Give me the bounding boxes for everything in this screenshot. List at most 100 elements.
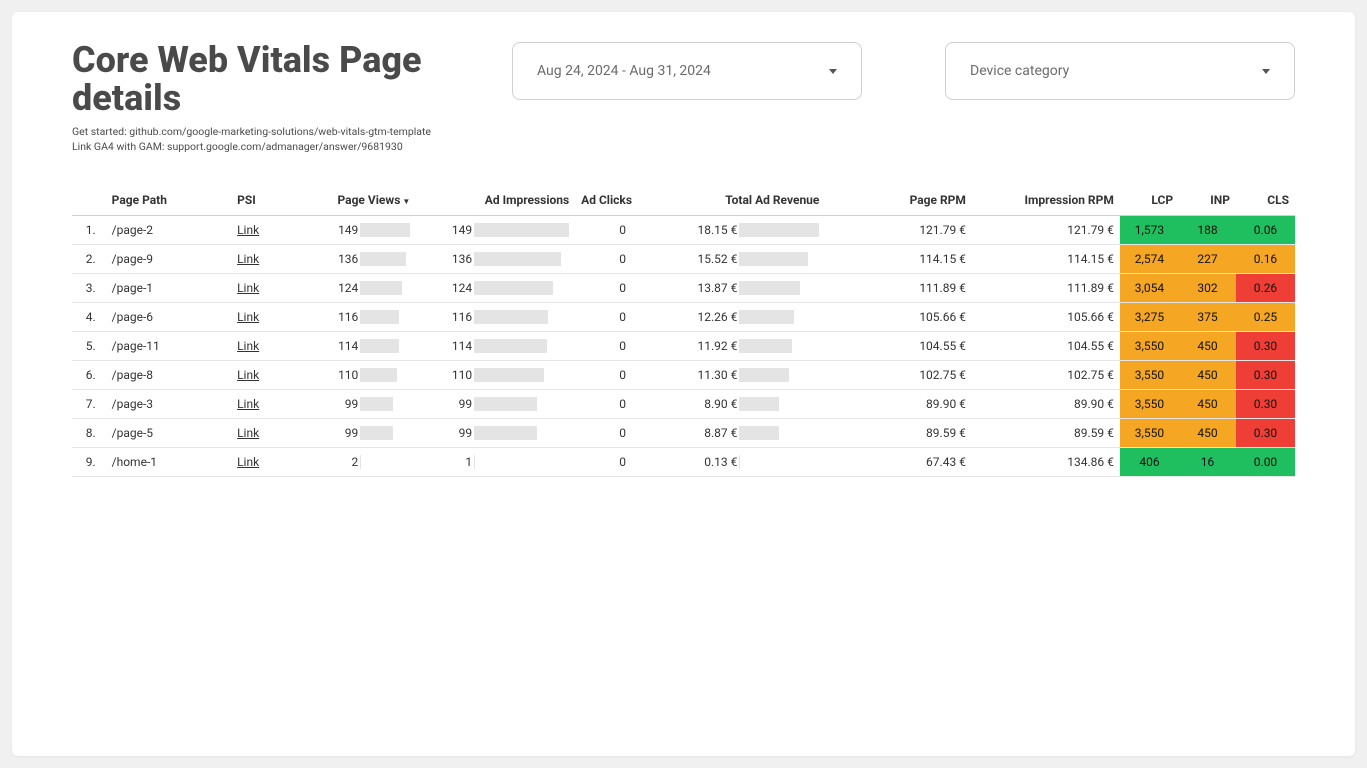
- bar-fill: [360, 223, 410, 237]
- bar-track: [474, 397, 569, 411]
- psi-link[interactable]: Link: [237, 252, 259, 266]
- lcp-metric: 406: [1120, 448, 1179, 477]
- bar-track: [360, 339, 410, 353]
- total-ad-revenue: 13.87 €: [638, 274, 825, 303]
- page-views-value: 114: [328, 339, 358, 353]
- ad-impressions-value: 110: [442, 368, 472, 382]
- bar-fill: [474, 252, 560, 266]
- ad-impressions-value: 124: [442, 281, 472, 295]
- psi-link[interactable]: Link: [237, 281, 259, 295]
- bar-fill: [474, 397, 537, 411]
- bar-track: [628, 455, 632, 469]
- psi-cell: Link: [231, 216, 288, 245]
- total-ad-revenue-value: 12.26 €: [698, 310, 738, 324]
- col-header[interactable]: Impression RPM: [972, 185, 1120, 216]
- bar-track: [739, 281, 819, 295]
- total-ad-revenue-value: 8.90 €: [704, 397, 737, 411]
- psi-link[interactable]: Link: [237, 339, 259, 353]
- bar-fill: [360, 368, 397, 382]
- psi-cell: Link: [231, 419, 288, 448]
- page-path: /page-5: [106, 419, 231, 448]
- device-category-selector[interactable]: Device category: [945, 42, 1295, 100]
- ad-clicks-value: 0: [596, 339, 626, 353]
- bar-track: [474, 281, 569, 295]
- total-ad-revenue-value: 15.52 €: [698, 252, 738, 266]
- page-views-value: 99: [328, 426, 358, 440]
- bar-fill: [360, 397, 393, 411]
- ad-clicks-value: 0: [596, 426, 626, 440]
- psi-link[interactable]: Link: [237, 368, 259, 382]
- psi-link[interactable]: Link: [237, 397, 259, 411]
- bar-fill: [739, 281, 800, 295]
- psi-link[interactable]: Link: [237, 455, 259, 469]
- table-row: 1./page-2Link149149018.15 €121.79 €121.7…: [72, 216, 1295, 245]
- bar-fill: [474, 223, 569, 237]
- col-header[interactable]: Page Path: [106, 185, 231, 216]
- ad-clicks-value: 0: [596, 281, 626, 295]
- col-header[interactable]: Ad Clicks: [575, 185, 638, 216]
- ad-impressions: 116: [416, 303, 575, 332]
- page-title: Core Web Vitals Page details: [72, 42, 482, 118]
- row-index: 1.: [72, 216, 106, 245]
- ad-clicks: 0: [575, 419, 638, 448]
- row-index: 6.: [72, 361, 106, 390]
- lcp-metric: 3,275: [1120, 303, 1179, 332]
- ad-clicks-value: 0: [596, 310, 626, 324]
- page-path: /page-6: [106, 303, 231, 332]
- col-header[interactable]: INP: [1179, 185, 1236, 216]
- col-header[interactable]: CLS: [1236, 185, 1295, 216]
- title-block: Core Web Vitals Page details Get started…: [72, 42, 482, 155]
- col-header[interactable]: [72, 185, 106, 216]
- bar-track: [474, 426, 569, 440]
- total-ad-revenue: 8.87 €: [638, 419, 825, 448]
- total-ad-revenue: 11.30 €: [638, 361, 825, 390]
- page-views-value: 99: [328, 397, 358, 411]
- cls-metric: 0.30: [1236, 419, 1295, 448]
- ad-clicks: 0: [575, 332, 638, 361]
- header-row: Core Web Vitals Page details Get started…: [72, 42, 1295, 155]
- chevron-down-icon: [829, 69, 837, 74]
- lcp-metric: 3,550: [1120, 419, 1179, 448]
- page-rpm: 114.15 €: [825, 245, 972, 274]
- page-views: 99: [288, 419, 416, 448]
- total-ad-revenue-value: 8.87 €: [704, 426, 737, 440]
- impression-rpm: 89.90 €: [972, 390, 1120, 419]
- page-path: /page-1: [106, 274, 231, 303]
- date-range-selector[interactable]: Aug 24, 2024 - Aug 31, 2024: [512, 42, 862, 100]
- lcp-metric: 3,054: [1120, 274, 1179, 303]
- total-ad-revenue: 12.26 €: [638, 303, 825, 332]
- bar-track: [474, 368, 569, 382]
- ad-impressions-value: 114: [442, 339, 472, 353]
- row-index: 9.: [72, 448, 106, 477]
- ad-clicks-value: 0: [596, 223, 626, 237]
- bar-track: [628, 368, 632, 382]
- col-header[interactable]: Page Views▼: [288, 185, 416, 216]
- impression-rpm: 121.79 €: [972, 216, 1120, 245]
- col-header[interactable]: Page RPM: [825, 185, 972, 216]
- bar-track: [474, 252, 569, 266]
- bar-track: [360, 252, 410, 266]
- bar-track: [360, 397, 410, 411]
- psi-link[interactable]: Link: [237, 310, 259, 324]
- psi-cell: Link: [231, 245, 288, 274]
- chevron-down-icon: [1262, 69, 1270, 74]
- sort-desc-icon: ▼: [402, 197, 410, 206]
- psi-link[interactable]: Link: [237, 426, 259, 440]
- col-header[interactable]: LCP: [1120, 185, 1179, 216]
- page-rpm: 102.75 €: [825, 361, 972, 390]
- col-header[interactable]: Total Ad Revenue: [638, 185, 825, 216]
- bar-track: [628, 281, 632, 295]
- page-path: /home-1: [106, 448, 231, 477]
- col-header[interactable]: Ad Impressions: [416, 185, 575, 216]
- table-row: 6./page-8Link110110011.30 €102.75 €102.7…: [72, 361, 1295, 390]
- page-details-table: Page PathPSIPage Views▼Ad ImpressionsAd …: [72, 185, 1295, 477]
- total-ad-revenue-value: 0.13 €: [704, 455, 737, 469]
- impression-rpm: 89.59 €: [972, 419, 1120, 448]
- table-row: 4./page-6Link116116012.26 €105.66 €105.6…: [72, 303, 1295, 332]
- total-ad-revenue: 8.90 €: [638, 390, 825, 419]
- inp-metric: 16: [1179, 448, 1236, 477]
- lcp-metric: 3,550: [1120, 390, 1179, 419]
- col-header[interactable]: PSI: [231, 185, 288, 216]
- psi-link[interactable]: Link: [237, 223, 259, 237]
- bar-track: [474, 223, 569, 237]
